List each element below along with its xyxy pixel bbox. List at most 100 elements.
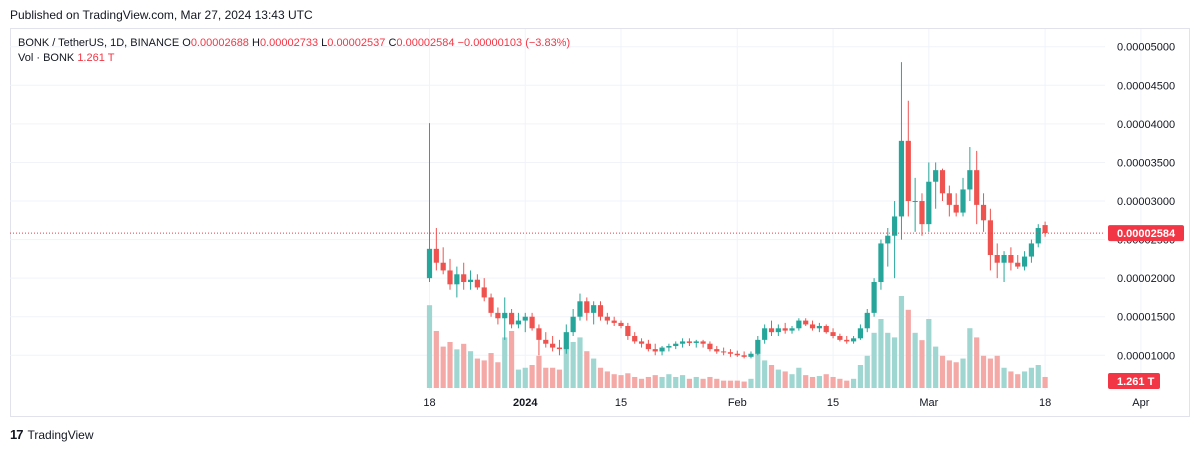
candle-body bbox=[426, 248, 433, 279]
volume-bar bbox=[727, 380, 734, 388]
volume-bar bbox=[625, 373, 631, 388]
volume-bar bbox=[755, 353, 761, 388]
candle-body bbox=[693, 341, 699, 343]
candle-body bbox=[953, 204, 959, 213]
candle-body bbox=[816, 325, 822, 329]
chart-frame[interactable] bbox=[10, 28, 1190, 417]
volume-bar bbox=[488, 353, 494, 388]
volume-bar bbox=[584, 351, 590, 388]
candle-body bbox=[789, 328, 795, 331]
volume-bar bbox=[803, 375, 809, 388]
volume-bar bbox=[666, 374, 672, 388]
volume-bar bbox=[714, 378, 720, 388]
volume-bar bbox=[946, 360, 952, 388]
candle-body bbox=[707, 343, 713, 350]
candle-body bbox=[775, 328, 781, 333]
candle-body bbox=[1001, 255, 1007, 263]
candle-body bbox=[871, 282, 877, 313]
time-tick-label: 2024 bbox=[513, 397, 538, 409]
ohlc-row: BONK / TetherUS, 1D, BINANCE O0.00002688… bbox=[18, 36, 570, 51]
tradingview-logo-icon[interactable]: 17 bbox=[10, 427, 24, 442]
volume-bar bbox=[864, 355, 870, 388]
volume-bar bbox=[611, 374, 617, 388]
candle-body bbox=[502, 312, 508, 319]
candle-body bbox=[734, 353, 740, 356]
price-tick-label: 0.00004500 bbox=[1117, 80, 1175, 92]
volume-bar bbox=[892, 337, 898, 388]
candle-body bbox=[850, 338, 857, 342]
candle-body bbox=[721, 351, 727, 353]
volume-bar bbox=[953, 362, 959, 388]
volume-bar bbox=[768, 365, 775, 388]
candle-body bbox=[905, 140, 911, 202]
volume-bar bbox=[816, 376, 822, 388]
candle-body bbox=[823, 325, 829, 333]
volume-bar bbox=[1042, 376, 1048, 388]
candle-body bbox=[830, 332, 836, 337]
candle-body bbox=[652, 349, 658, 352]
candle-body bbox=[454, 274, 460, 285]
volume-bar bbox=[645, 376, 651, 388]
volume-bar bbox=[1021, 371, 1028, 388]
candle-body bbox=[809, 324, 816, 329]
volume-value: 1.261 T bbox=[77, 52, 115, 64]
candle-body bbox=[974, 170, 980, 205]
candle-body bbox=[508, 312, 515, 325]
time-tick-label: 15 bbox=[827, 397, 839, 409]
candle-body bbox=[1035, 228, 1041, 244]
volume-bar bbox=[857, 365, 864, 388]
volume-bar bbox=[939, 355, 946, 388]
candle-body bbox=[1042, 225, 1048, 234]
volume-bar bbox=[796, 367, 802, 388]
candle-body bbox=[577, 301, 583, 317]
volume-bar bbox=[967, 328, 973, 388]
candle-body bbox=[960, 189, 966, 213]
last-volume-badge bbox=[1108, 373, 1160, 389]
volume-bar bbox=[550, 367, 556, 388]
candle-body bbox=[933, 170, 939, 182]
candle-body bbox=[864, 312, 870, 329]
time-tick-label: 18 bbox=[1039, 397, 1051, 409]
volume-bar bbox=[782, 371, 788, 388]
brand-name[interactable]: TradingView bbox=[27, 427, 94, 442]
candle-body bbox=[625, 325, 631, 337]
volume-bar bbox=[536, 355, 542, 388]
volume-bar bbox=[850, 378, 857, 388]
candle-body bbox=[946, 193, 952, 205]
last-price-label: 0.00002584 bbox=[1117, 228, 1176, 240]
candle-body bbox=[857, 328, 864, 339]
candle-body bbox=[686, 341, 693, 343]
candle-body bbox=[522, 316, 528, 321]
time-tick-label: 18 bbox=[423, 397, 435, 409]
time-axis: 18 2024 15 Feb 15 Mar 18 Apr bbox=[423, 397, 1149, 409]
symbol-title[interactable]: BONK / TetherUS, 1D, BINANCE bbox=[18, 37, 180, 49]
volume-bar bbox=[844, 380, 850, 388]
volume-bar bbox=[1015, 374, 1021, 388]
volume-bar bbox=[481, 360, 487, 388]
volume-bar bbox=[461, 343, 467, 388]
volume-bar bbox=[591, 358, 597, 388]
low-value: 0.00002537 bbox=[327, 37, 386, 49]
volume-bar bbox=[734, 380, 740, 388]
volume-bar bbox=[447, 342, 453, 388]
volume-bar bbox=[563, 346, 569, 388]
volume-bar bbox=[912, 332, 918, 388]
time-tick-label: 15 bbox=[615, 397, 627, 409]
candle-body bbox=[762, 328, 768, 340]
candle-body bbox=[611, 320, 617, 323]
volume-bar bbox=[994, 355, 1000, 388]
candle-body bbox=[556, 347, 563, 350]
volume-bar bbox=[454, 349, 460, 388]
candle-body bbox=[1021, 256, 1028, 267]
volume-bar bbox=[659, 376, 665, 388]
volume-bar bbox=[522, 367, 528, 388]
volume-label[interactable]: Vol · BONK bbox=[18, 52, 75, 64]
candle-body bbox=[912, 201, 918, 203]
volume-bar bbox=[543, 367, 549, 388]
candle-body bbox=[543, 339, 549, 344]
volume-bar bbox=[597, 367, 604, 388]
volume-bar bbox=[871, 332, 877, 388]
volume-bar bbox=[1001, 367, 1007, 388]
volume-bar bbox=[515, 369, 522, 388]
